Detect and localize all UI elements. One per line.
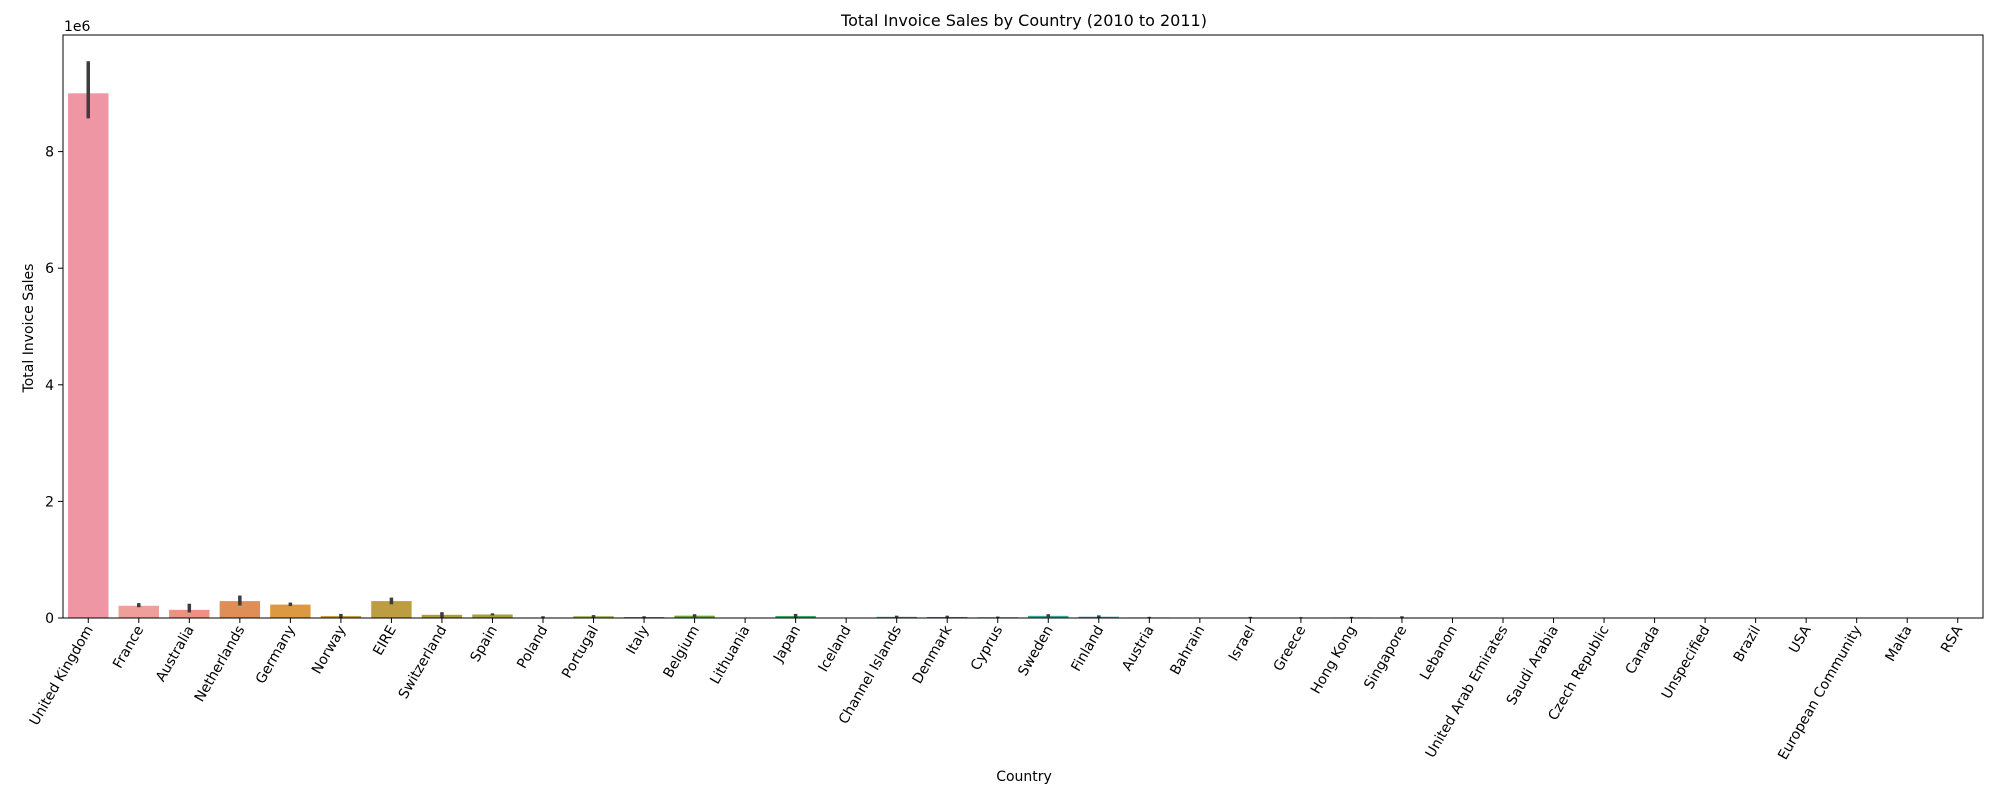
plot-area-frame bbox=[62, 34, 1984, 619]
bar-eire bbox=[371, 601, 412, 618]
x-tick-label-portugal: Portugal bbox=[559, 623, 602, 681]
y-tick-label: 2 bbox=[45, 494, 54, 510]
bar-france bbox=[118, 605, 159, 618]
x-tick-label-austria: Austria bbox=[1119, 623, 1158, 674]
x-tick-label-cyprus: Cyprus bbox=[968, 623, 1006, 673]
x-tick-label-eire: EIRE bbox=[370, 623, 400, 658]
x-tick-label-belgium: Belgium bbox=[660, 623, 703, 681]
x-tick-label-france: France bbox=[110, 623, 147, 671]
x-tick-label-lebanon: Lebanon bbox=[1417, 623, 1461, 683]
x-tick-label-hong-kong: Hong Kong bbox=[1308, 623, 1360, 697]
x-tick-label-usa: USA bbox=[1786, 623, 1815, 656]
bar-united-kingdom bbox=[68, 93, 109, 619]
y-tick-label: 8 bbox=[45, 145, 54, 161]
x-axis-ticks: United Kingdom France AustraliaNetherlands… bbox=[27, 618, 1966, 763]
y-tick-label: 6 bbox=[45, 261, 54, 277]
y-axis-label: Total Invoice Sales bbox=[21, 264, 37, 394]
x-tick-label-iceland: Iceland bbox=[815, 623, 854, 675]
x-tick-label-australia: Australia bbox=[153, 623, 198, 685]
bar-netherlands bbox=[219, 601, 261, 618]
x-tick-label-japan: Japan bbox=[770, 623, 804, 666]
x-tick-label-italy: Italy bbox=[623, 623, 652, 657]
x-tick-label-canada: Canada bbox=[1623, 623, 1663, 677]
x-tick-label-lithuania: Lithuania bbox=[707, 623, 753, 687]
chart-title: Total Invoice Sales by Country (2010 to … bbox=[840, 11, 1207, 30]
error-bars-group bbox=[86, 61, 1960, 618]
x-tick-label-malta: Malta bbox=[1883, 623, 1916, 664]
x-tick-label-singapore: Singapore bbox=[1361, 623, 1410, 692]
x-tick-label-switzerland: Switzerland bbox=[396, 623, 451, 702]
x-tick-label-unspecified: Unspecified bbox=[1659, 623, 1714, 702]
bar-germany bbox=[270, 604, 311, 618]
y-axis-offset-label: 1e6 bbox=[64, 19, 91, 35]
x-tick-label-denmark: Denmark bbox=[910, 622, 956, 686]
x-axis-label: Country bbox=[996, 769, 1052, 785]
x-tick-label-norway: Norway bbox=[309, 623, 349, 677]
x-tick-label-brazil: Brazil bbox=[1731, 623, 1764, 665]
x-tick-label-germany: Germany bbox=[253, 623, 299, 687]
x-tick-label-sweden: Sweden bbox=[1015, 623, 1057, 679]
x-tick-label-finland: Finland bbox=[1068, 623, 1107, 674]
x-tick-label-israel: Israel bbox=[1226, 623, 1259, 664]
x-tick-label-rsa: RSA bbox=[1938, 623, 1966, 656]
bars-group bbox=[68, 93, 1978, 619]
x-tick-label-bahrain: Bahrain bbox=[1167, 623, 1208, 678]
y-tick-label: 0 bbox=[45, 611, 54, 627]
x-tick-label-united-kingdom: United Kingdom bbox=[27, 623, 97, 728]
x-tick-label-saudi-arabia: Saudi Arabia bbox=[1504, 623, 1562, 708]
bar-spain bbox=[472, 614, 513, 618]
x-tick-label-netherlands: Netherlands bbox=[192, 623, 249, 705]
x-tick-label-greece: Greece bbox=[1271, 623, 1310, 674]
y-tick-label: 4 bbox=[45, 378, 54, 394]
y-axis-ticks: 0 2 4 6 8 bbox=[45, 145, 63, 627]
x-tick-label-spain: Spain bbox=[468, 623, 501, 665]
x-tick-label-poland: Poland bbox=[514, 623, 551, 671]
bar-australia bbox=[169, 609, 210, 618]
